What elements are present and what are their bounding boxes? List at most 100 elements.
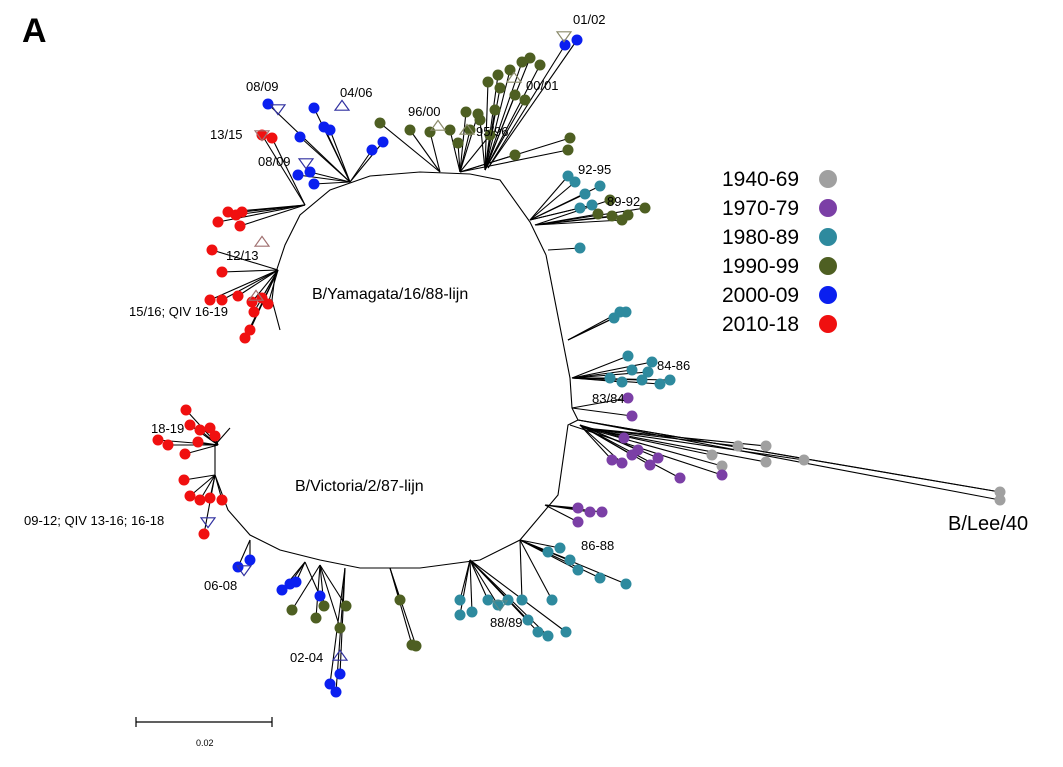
branch [237,269,279,297]
leaf-node [572,502,584,514]
leaf-node [377,136,389,148]
vaccine-label: 86-88 [581,538,614,553]
leaf-node [454,609,466,621]
leaf-node [489,104,501,116]
leaf-node [606,210,618,222]
vaccine-label: 15/16; QIV 16-19 [129,304,228,319]
leaf-node [234,220,246,232]
leaf-node [559,39,571,51]
leaf-node [204,422,216,434]
leaf-node [574,242,586,254]
leaf-node [644,459,656,471]
branch [329,129,351,183]
legend-swatch [819,199,837,217]
leaf-node [472,108,484,120]
vaccine-label: 83/84 [592,391,625,406]
vaccine-labels: 01/02 00/01 96/00 95/96 04/06 08/09 13/1… [24,12,690,665]
leaf-node [246,296,258,308]
leaf-node [334,622,346,634]
yamagata-backbone [271,171,547,331]
branch [459,559,471,616]
vaccine-strain-markers [199,31,573,661]
leaf-node [180,404,192,416]
leaf-node [732,440,744,452]
branch [571,397,629,409]
leaf-node [152,434,164,446]
leaf-node [572,516,584,528]
leaf-node [404,124,416,136]
branch [569,424,723,476]
vaccine-strain-marker [429,119,447,131]
leaf-node [310,612,322,624]
leaf-node [286,604,298,616]
root-branch-2 [577,419,1001,501]
vaccine-label: 18-19 [151,421,184,436]
branch [469,559,499,606]
branch [567,317,615,341]
vaccine-label: 92-95 [578,162,611,177]
branch [389,567,417,647]
leaf-node [586,199,598,211]
tree-leaves [152,34,1006,698]
branch [577,419,1001,493]
branch [579,424,613,461]
vaccine-strain-marker [253,130,271,142]
leaf-node [522,614,534,626]
branch [349,149,373,183]
legend-swatch [819,170,837,188]
leaf-node [594,572,606,584]
vaccine-strain-marker [458,123,476,135]
leaf-node [204,492,216,504]
leaf-node [452,137,464,149]
leaf-node [546,594,558,606]
legend-label: 1990-99 [722,255,799,278]
vaccine-label: 02-04 [290,650,323,665]
vaccine-strain-marker [333,99,351,111]
branch [349,141,384,183]
leaf-node [212,216,224,228]
leaf-node [194,494,206,506]
root-label: B/Lee/40 [948,513,1028,535]
leaf-node [482,76,494,88]
vaccine-label: 89-92 [607,194,640,209]
branch [519,539,601,579]
leaf-node [162,439,174,451]
vaccine-label: 12/13 [226,248,259,263]
branch [291,564,321,611]
vaccine-label: 08/09 [258,154,291,169]
legend-label: 2010-18 [722,313,799,336]
vaccine-strain-marker [199,517,217,529]
leaf-node [484,129,496,141]
leaf-node [216,294,228,306]
leaf-node [622,392,634,404]
leaf-node [204,294,216,306]
branch [459,134,491,173]
branch [221,269,279,301]
vaccine-label: 00/01 [526,78,559,93]
branch [429,131,441,173]
branch [267,269,279,305]
leaf-node [542,546,554,558]
branch [309,171,351,183]
leaf-node [236,206,248,218]
leaf-node [604,194,616,206]
leaf-node [564,554,576,566]
leaf-node [244,554,256,566]
leaf-node [584,506,596,518]
branch [323,126,351,183]
leaf-node [519,94,531,106]
vaccine-label: 84-86 [657,358,690,373]
legend: 1940-69 1970-79 1980-89 1990-99 2000-09 … [722,168,837,336]
branch [184,444,219,455]
leaf-node [562,144,574,156]
leaf-node [646,356,658,368]
lineage-label-victoria: B/Victoria/2/87-lijn [295,478,424,495]
vaccine-strain-marker [505,71,523,83]
vaccine-label: 01/02 [573,12,606,27]
branch [449,129,461,173]
branch [487,44,566,169]
vaccine-strain-marker [555,31,573,43]
vaccine-strain-marker [269,104,287,116]
leaf-node [564,132,576,144]
